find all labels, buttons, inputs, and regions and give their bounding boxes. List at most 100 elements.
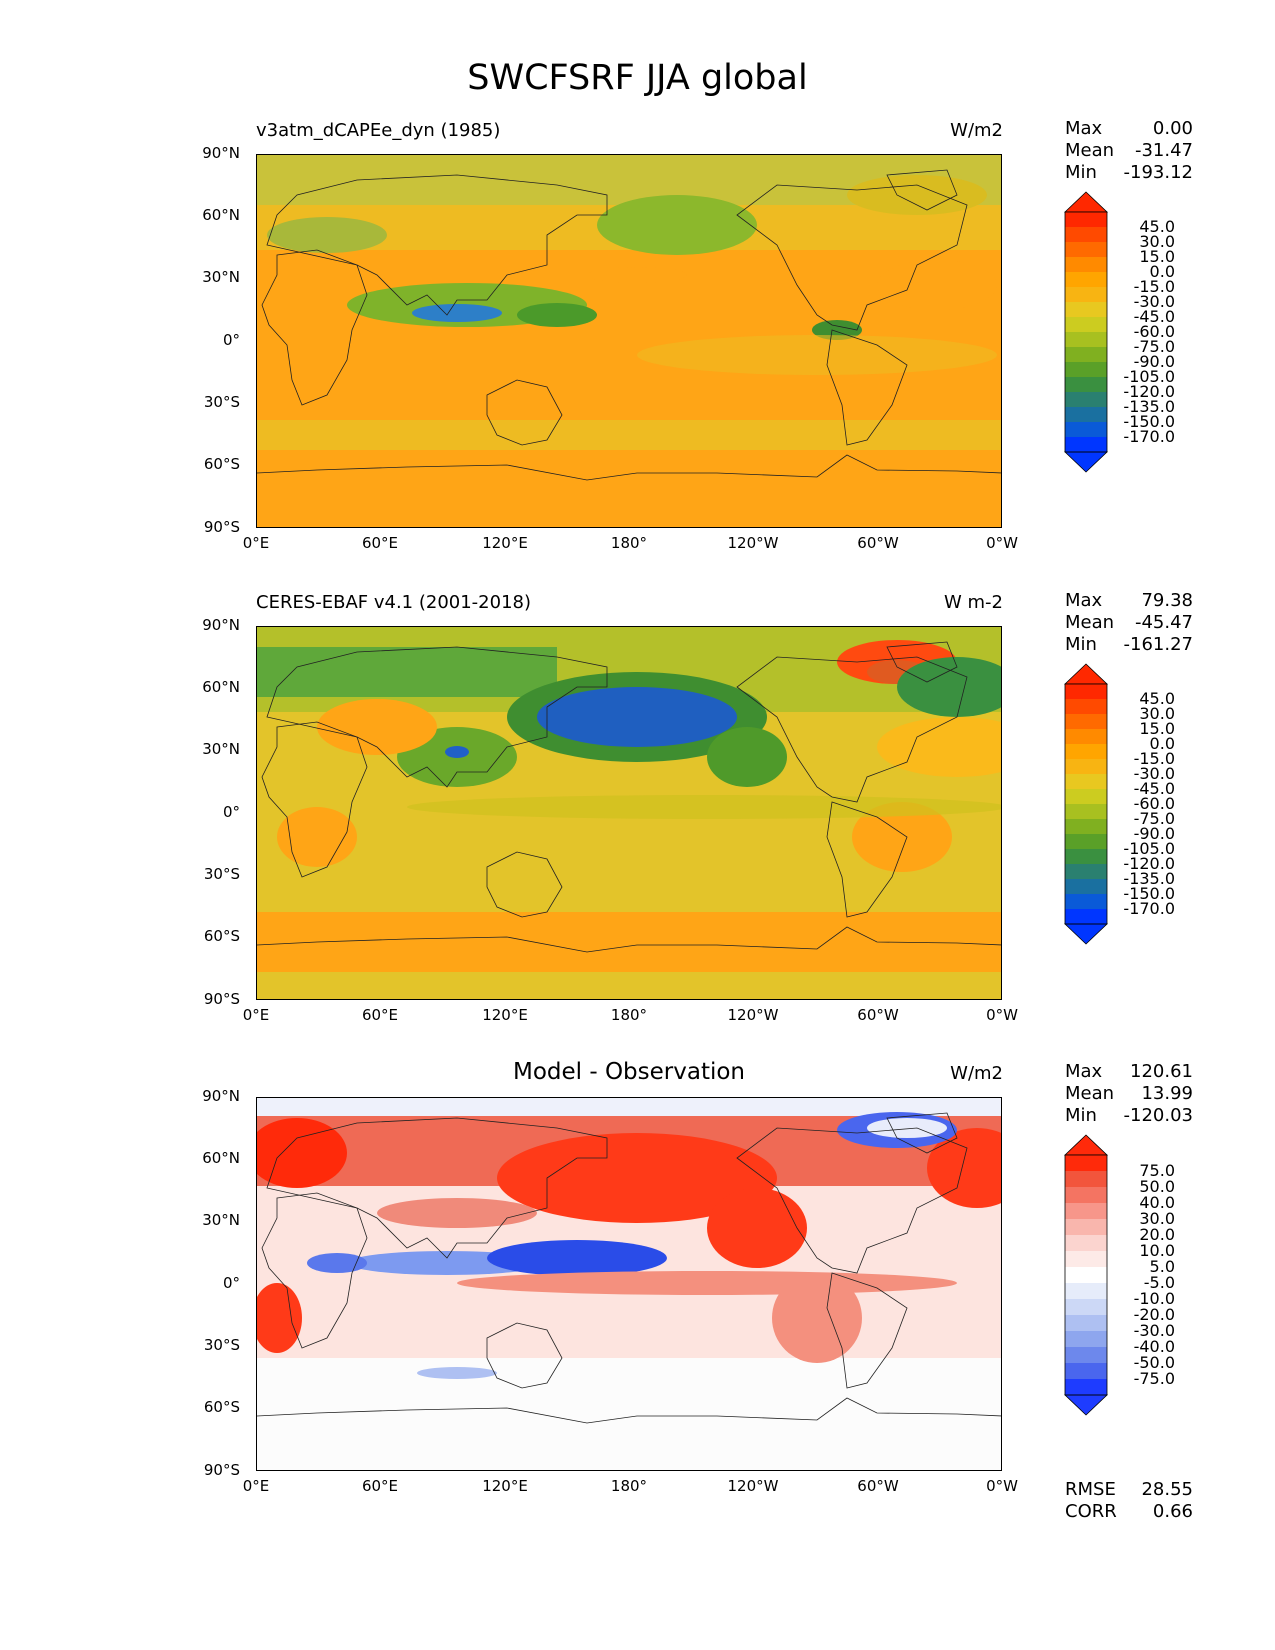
lon-tick: 60°W	[857, 1006, 899, 1024]
stat-min: -161.27	[1123, 634, 1193, 655]
colorbar-segment	[1065, 317, 1107, 333]
colorbar-tick-label: -105.0	[1123, 367, 1175, 386]
colorbar-segment	[1065, 729, 1107, 745]
lon-tick: 120°E	[482, 1477, 528, 1495]
panel-title: Model - Observation	[512, 1059, 746, 1085]
lat-tick: 0°	[222, 1274, 240, 1292]
map-observation	[256, 626, 1002, 1000]
stat-label: Mean	[1065, 140, 1115, 161]
lon-tick: 120°W	[727, 1006, 779, 1024]
colorbar-tick-label: -30.0	[1133, 1321, 1175, 1340]
colorbar-tick-label: -15.0	[1133, 749, 1175, 768]
colorbar-tick-label: -135.0	[1123, 869, 1175, 888]
stats-box: Max 0.00 Mean -31.47 Min -193.12	[1065, 118, 1193, 184]
lat-tick: 30°S	[203, 1336, 240, 1354]
colorbar-tick-label: -10.0	[1133, 1289, 1175, 1308]
colorbar-segment	[1065, 1219, 1107, 1236]
stat-label: Max	[1065, 590, 1103, 611]
colorbar-tick-label: 0.0	[1149, 262, 1175, 281]
colorbar-tick-label: -150.0	[1123, 412, 1175, 431]
lat-tick: 60°N	[202, 206, 240, 224]
colorbar-tick-label: 30.0	[1139, 1209, 1175, 1228]
stat-label: Max	[1065, 1061, 1103, 1082]
lon-tick: 180°	[610, 534, 648, 552]
colorbar-segment	[1065, 302, 1107, 318]
colorbar-tick-label: -60.0	[1133, 794, 1175, 813]
colorbar-graphic	[1064, 1134, 1108, 1416]
colorbar-tick-label: 10.0	[1139, 1241, 1175, 1260]
colorbar-segment	[1065, 347, 1107, 363]
metric-rmse: 28.55	[1141, 1479, 1193, 1500]
colorbar-tick-label: -150.0	[1123, 884, 1175, 903]
panel-title: CERES-EBAF v4.1 (2001-2018)	[256, 592, 532, 613]
metrics-box: RMSE 28.55 CORR 0.66	[1065, 1479, 1193, 1523]
lon-tick: 120°E	[482, 1006, 528, 1024]
colorbar-extend-top	[1064, 191, 1108, 213]
figure-title: SWCFSRF JJA global	[467, 58, 808, 98]
panel-units: W/m2	[950, 120, 1003, 141]
lon-tick: 120°E	[482, 534, 528, 552]
stats-box: Max 120.61 Mean 13.99 Min -120.03	[1065, 1061, 1193, 1127]
colorbar-tick-label: 20.0	[1139, 1225, 1175, 1244]
colorbar-tick-label: -5.0	[1143, 1273, 1175, 1292]
colorbar: 45.0 30.0 15.0 0.0 -15.0 -30.0 -45.0 -60.0 -75.0…	[1064, 191, 1175, 473]
colorbar-tick-label: -75.0	[1133, 1369, 1175, 1388]
lon-tick: 0°W	[986, 1477, 1018, 1495]
colorbar-tick-label: -20.0	[1133, 1305, 1175, 1324]
colorbar-extend-top	[1064, 663, 1108, 685]
colorbar-segment	[1065, 332, 1107, 348]
colorbar-segment	[1065, 789, 1107, 805]
lat-tick: 60°S	[203, 927, 240, 945]
colorbar-tick-label: -120.0	[1123, 854, 1175, 873]
colorbar-tick-label: -45.0	[1133, 307, 1175, 326]
colorbar-segment	[1065, 1299, 1107, 1316]
colorbar-tick-label: 50.0	[1139, 1177, 1175, 1196]
colorbar-frame	[1064, 211, 1108, 453]
stat-min: -120.03	[1123, 1105, 1193, 1126]
colorbar-tick-label: 5.0	[1149, 1257, 1175, 1276]
colorbar-segment	[1065, 879, 1107, 895]
lon-tick: 120°W	[727, 534, 779, 552]
lon-tick: 180°	[610, 1006, 648, 1024]
colorbar-tick-label: -60.0	[1133, 322, 1175, 341]
colorbar-segment	[1065, 834, 1107, 850]
stat-mean: 13.99	[1141, 1083, 1193, 1104]
colorbar-segment	[1065, 212, 1107, 228]
colorbar-segment	[1065, 894, 1107, 910]
colorbar-tick-label: 45.0	[1139, 689, 1175, 708]
lat-tick: 30°N	[202, 268, 240, 286]
colorbar-tick-label: 75.0	[1139, 1161, 1175, 1180]
colorbar-extend-bottom	[1064, 451, 1108, 473]
lat-tick: 30°N	[202, 740, 240, 758]
panel-difference: Model - Observation W/m2	[0, 1059, 1275, 1537]
colorbar-segment	[1065, 422, 1107, 438]
lon-tick: 0°W	[986, 1006, 1018, 1024]
colorbar-segment	[1065, 272, 1107, 288]
colorbar-tick-label: -120.0	[1123, 382, 1175, 401]
colorbar-tick-label: -15.0	[1133, 277, 1175, 296]
colorbar-tick-label: 40.0	[1139, 1193, 1175, 1212]
colorbar-tick-label: -30.0	[1133, 764, 1175, 783]
panel-units: W/m2	[950, 1063, 1003, 1084]
colorbar-segment	[1065, 242, 1107, 258]
colorbar-tick-label: -40.0	[1133, 1337, 1175, 1356]
map-difference	[256, 1097, 1002, 1471]
colorbar-frame	[1064, 1154, 1108, 1396]
colorbar-tick-label: -45.0	[1133, 779, 1175, 798]
lat-tick: 90°S	[203, 990, 240, 1008]
lon-tick: 180°	[610, 1477, 648, 1495]
stat-mean: -31.47	[1134, 140, 1193, 161]
colorbar-tick-label: 30.0	[1139, 704, 1175, 723]
colorbar-segment	[1065, 849, 1107, 865]
stat-label: Min	[1065, 634, 1097, 655]
colorbar-tick-label: -105.0	[1123, 839, 1175, 858]
colorbar-tick-label: -170.0	[1123, 899, 1175, 918]
lon-tick: 60°E	[361, 1006, 399, 1024]
stat-max: 120.61	[1130, 1061, 1193, 1082]
lat-tick: 60°N	[202, 1149, 240, 1167]
colorbar-tick-label: -50.0	[1133, 1353, 1175, 1372]
colorbar-tick-label: -90.0	[1133, 352, 1175, 371]
stat-label: Mean	[1065, 1083, 1115, 1104]
lat-tick: 90°S	[203, 1461, 240, 1479]
stat-min: -193.12	[1123, 162, 1193, 183]
